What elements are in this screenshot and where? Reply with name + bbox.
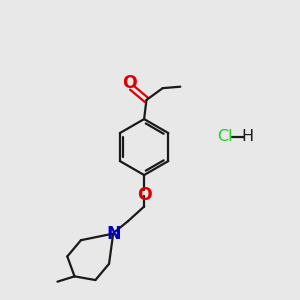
Text: O: O <box>137 186 152 204</box>
Text: O: O <box>123 74 137 92</box>
Text: N: N <box>106 225 121 243</box>
Text: Cl: Cl <box>217 129 233 144</box>
Text: H: H <box>241 129 253 144</box>
